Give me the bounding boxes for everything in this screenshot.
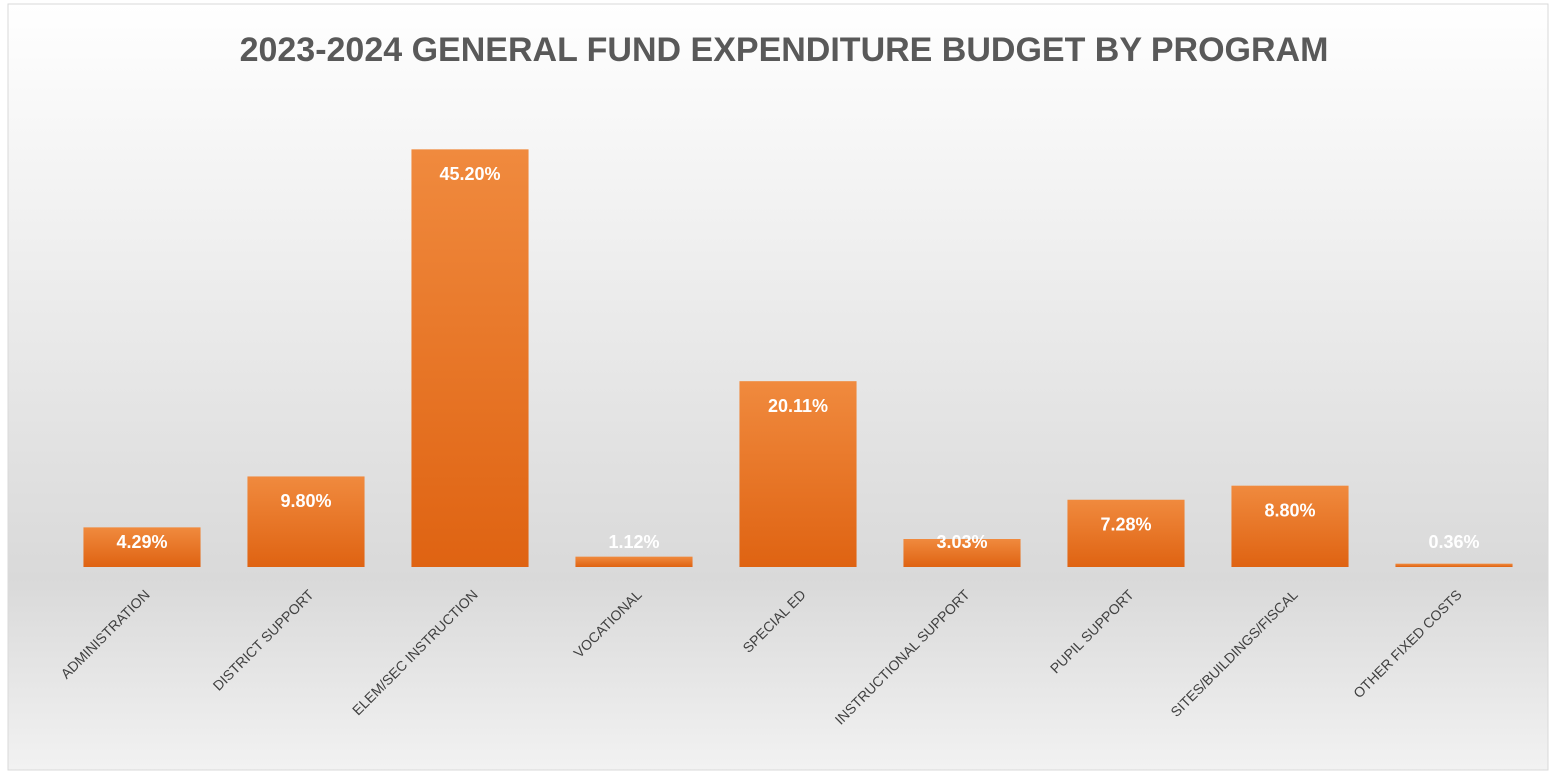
data-label: 4.29%	[116, 532, 167, 552]
data-label: 45.20%	[439, 164, 500, 184]
bar	[247, 476, 365, 567]
data-label: 3.03%	[936, 532, 987, 552]
bar	[411, 149, 529, 568]
data-label: 1.12%	[608, 532, 659, 552]
data-label: 7.28%	[1100, 514, 1151, 534]
data-label: 20.11%	[768, 396, 828, 416]
bar	[903, 539, 1021, 567]
bar	[1395, 563, 1513, 567]
bar	[1067, 499, 1185, 567]
bar	[1231, 485, 1349, 567]
data-label: 0.36%	[1428, 532, 1479, 552]
data-label: 9.80%	[280, 491, 331, 511]
chart-title: 2023-2024 GENERAL FUND EXPENDITURE BUDGE…	[240, 31, 1329, 69]
bar	[83, 527, 201, 567]
data-label: 8.80%	[1264, 500, 1315, 520]
bar	[739, 381, 857, 567]
bar	[575, 556, 693, 567]
